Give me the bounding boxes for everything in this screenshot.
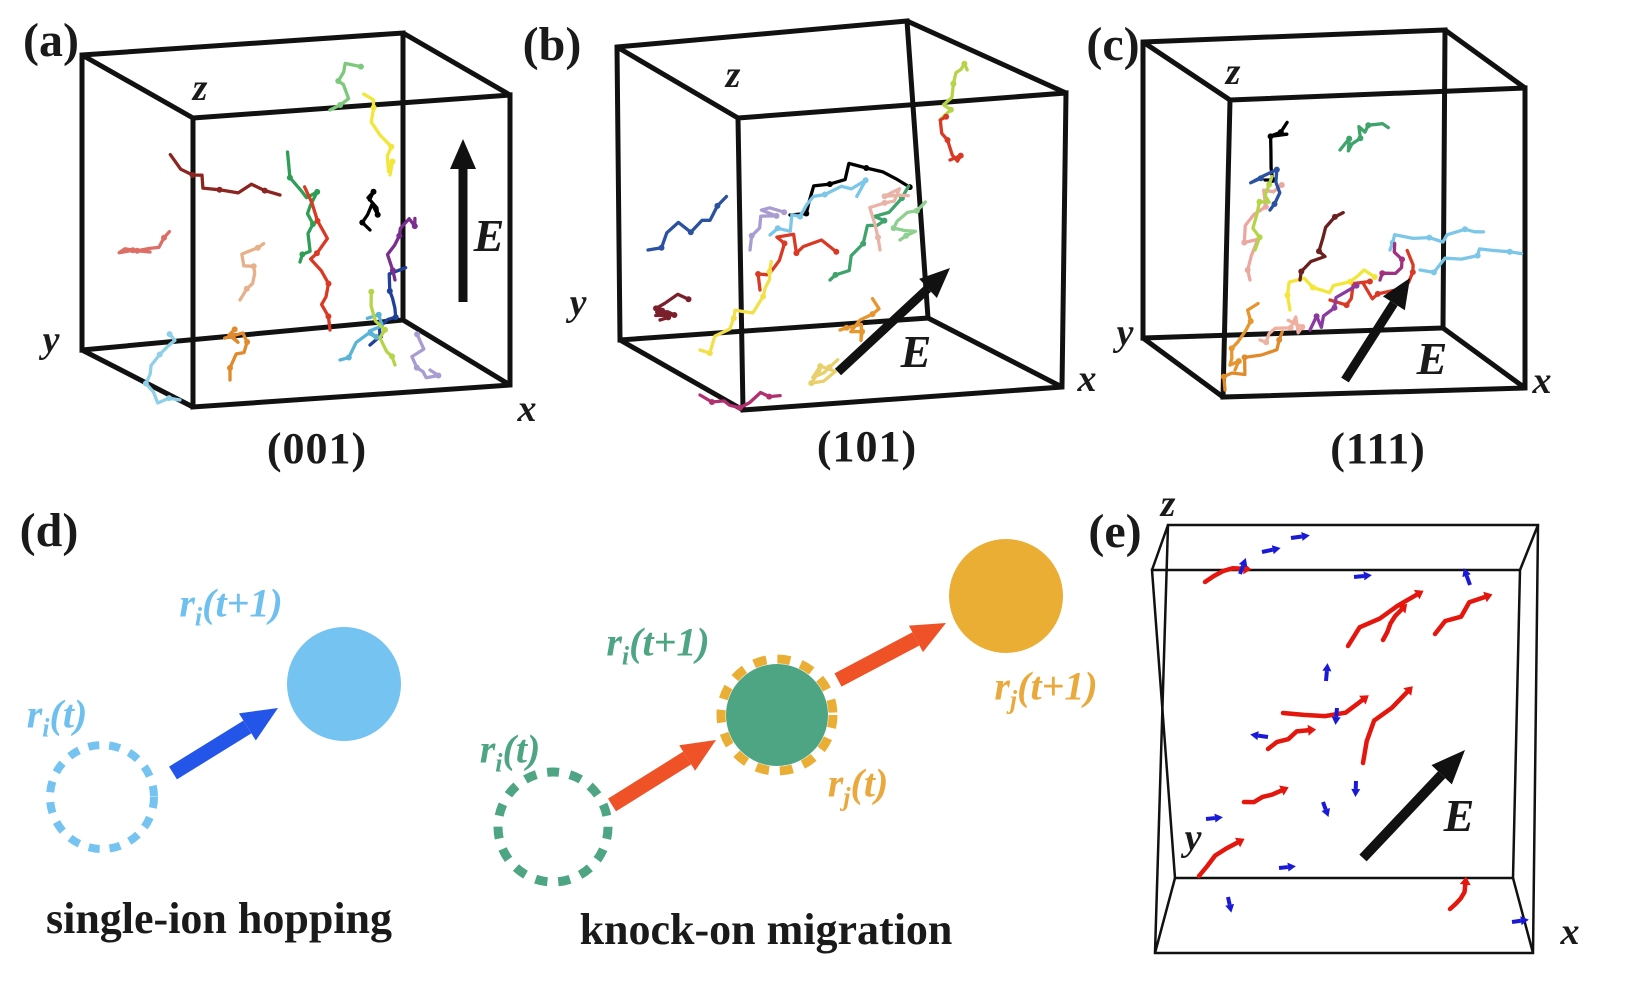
knock-on-ion-i-start-label: ri(t) xyxy=(479,726,541,778)
knock-on-ion-j-end-label: rj(t+1) xyxy=(994,663,1098,715)
blue-displacement-arrow xyxy=(1290,532,1310,541)
panel-e-z-axis-label: z xyxy=(1160,483,1176,525)
blue-displacement-arrow xyxy=(1351,780,1361,797)
blue-displacement-arrow xyxy=(1511,916,1529,926)
blue-displacement-arrow xyxy=(1205,813,1223,823)
panel-a-caption: (001) xyxy=(266,424,368,473)
panel-e-label: (e) xyxy=(1088,505,1142,558)
panel-d-schematic xyxy=(46,539,1063,887)
single-ion-end-label: ri(t+1) xyxy=(179,580,283,632)
blue-displacement-arrow xyxy=(1462,568,1472,586)
panel-a-label: (a) xyxy=(23,14,79,67)
knock-on-migration-caption: knock-on migration xyxy=(579,905,953,954)
panel-a-efield-label: E xyxy=(473,210,505,261)
single-ion-hopping-caption: single-ion hopping xyxy=(45,894,393,943)
panel-c-ion-trajectories xyxy=(1220,120,1524,392)
blue-displacement-arrow xyxy=(1331,707,1341,725)
knockon-ion-i-initial-site-circle xyxy=(493,767,613,887)
panel-c-x-axis-label: x xyxy=(1532,360,1552,402)
panel-c-label: (c) xyxy=(1086,18,1140,71)
panel-c-efield-label: E xyxy=(1416,333,1448,384)
single-ion-start-label: ri(t) xyxy=(26,691,88,743)
panel-b-efield-arrow xyxy=(834,268,950,376)
panel-b-label: (b) xyxy=(522,18,582,71)
knock-on-arrow-1 xyxy=(608,740,716,812)
panel-b-y-axis-label: y xyxy=(569,282,587,324)
panel-e-x-axis-label: x xyxy=(1560,911,1580,953)
panel-a-simulation-box xyxy=(79,30,513,410)
ion-j-final-site-circle xyxy=(949,539,1063,653)
panel-c-z-axis-label: z xyxy=(1225,51,1241,93)
knock-on-ion-j-start-label: rj(t) xyxy=(827,760,889,812)
panel-d-label: (d) xyxy=(19,504,79,557)
blue-displacement-arrow xyxy=(1278,862,1296,872)
panel-c-y-axis-label: y xyxy=(1116,312,1134,354)
knockon-ion-j-initial-ring xyxy=(716,654,838,776)
panel-b-x-axis-label: x xyxy=(1077,358,1097,400)
knockon-shared-site-circle xyxy=(726,664,828,766)
panel-e-y-axis-label: y xyxy=(1184,817,1202,859)
panel-e-efield-label: E xyxy=(1443,790,1475,841)
knock-on-ion-i-end-label: ri(t+1) xyxy=(606,619,710,671)
panel-c-efield-arrow xyxy=(1341,278,1410,383)
blue-displacement-arrow xyxy=(1261,545,1281,555)
panel-a-x-axis-label: x xyxy=(517,388,537,430)
panel-b-caption: (101) xyxy=(816,422,918,471)
blue-displacement-arrow xyxy=(1322,663,1332,682)
ion-i-final-site-circle xyxy=(287,627,401,741)
panel-b-ion-trajectories xyxy=(646,60,969,411)
panel-c-simulation-box xyxy=(1140,27,1528,400)
panel-a-efield-arrow xyxy=(450,139,476,302)
panel-a-y-axis-label: y xyxy=(42,319,60,361)
blue-displacement-arrow xyxy=(1353,571,1372,581)
panel-c-caption: (111) xyxy=(1330,424,1426,473)
single-ion-hop-arrow xyxy=(169,708,278,780)
knock-on-arrow-2 xyxy=(834,623,946,687)
panel-a-z-axis-label: z xyxy=(192,67,208,109)
panel-b-efield-label: E xyxy=(900,326,932,377)
blue-displacement-arrow xyxy=(1225,896,1235,913)
panel-e-simulation-box xyxy=(1150,523,1540,955)
ion-i-initial-site-circle xyxy=(46,741,158,853)
panel-e-displacement-arrows xyxy=(1196,563,1493,912)
blue-displacement-arrow xyxy=(1250,731,1269,741)
panel-b-z-axis-label: z xyxy=(725,54,741,96)
blue-displacement-arrow xyxy=(1238,558,1248,575)
panel-e-efield-arrow xyxy=(1359,750,1465,862)
panel-a-ion-trajectories xyxy=(117,61,442,405)
blue-displacement-arrow xyxy=(1321,801,1330,818)
panel-b-simulation-box xyxy=(614,18,1069,413)
